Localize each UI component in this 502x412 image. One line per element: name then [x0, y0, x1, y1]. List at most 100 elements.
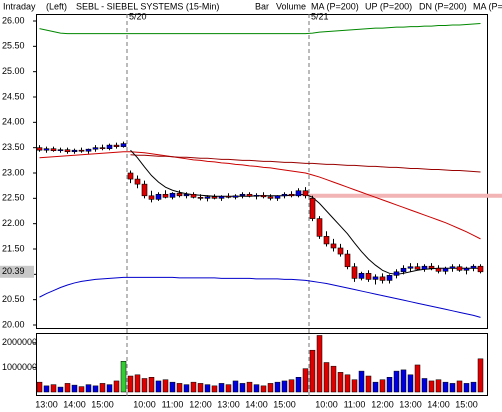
volume-bar [463, 383, 470, 393]
candle-body [141, 183, 148, 197]
legend-entry: DN (P=200) [419, 1, 467, 11]
volume-bar [449, 383, 456, 393]
volume-bar [295, 377, 302, 393]
y-tick-label: 20.00 [2, 319, 25, 329]
candle-body [155, 193, 162, 200]
volume-bar [162, 379, 169, 393]
y-tick-label: 24.00 [2, 117, 25, 127]
candle-body [372, 276, 379, 280]
legend-entry: MA (P=200) [311, 1, 359, 11]
volume-bar [78, 386, 85, 393]
candle-body [442, 267, 449, 272]
x-tick-label: 15:00 [91, 399, 114, 409]
volume-bar [316, 335, 323, 393]
volume-bar [127, 375, 134, 393]
volume-bar [71, 384, 78, 393]
volume-bar [337, 372, 344, 393]
volume-bar [260, 385, 267, 393]
y-tick-label: 25.00 [2, 66, 25, 76]
volume-bar [43, 385, 50, 393]
y-tick-label: 24.50 [2, 91, 25, 101]
legend-entry: MA (P=200) [473, 1, 502, 11]
candle-body [344, 253, 351, 268]
volume-bar [365, 375, 372, 393]
volume-bar [330, 365, 337, 393]
candle-body [197, 197, 204, 199]
volume-bar [281, 380, 288, 393]
volume-bar [414, 364, 421, 393]
volume-bar [323, 362, 330, 393]
x-tick-label: 14:00 [245, 399, 268, 409]
candle-body [134, 178, 141, 185]
candle-body [92, 147, 99, 150]
volume-bar [176, 383, 183, 393]
candle-body [288, 193, 295, 197]
candle-body [351, 266, 358, 279]
volume-bar [351, 379, 358, 393]
candle-body [414, 266, 421, 270]
candle-body [120, 143, 127, 147]
volume-bar [204, 384, 211, 393]
x-tick-label: 12:00 [371, 399, 394, 409]
candle-body [274, 195, 281, 199]
candle-body [239, 193, 246, 197]
candle-body [113, 144, 120, 147]
volume-bar [134, 374, 141, 393]
candle-body [127, 172, 134, 180]
volume-bar [274, 381, 281, 393]
volume-bar [372, 381, 379, 393]
candle-body [393, 271, 400, 276]
x-tick-label: 13:00 [217, 399, 240, 409]
candle-body [260, 194, 267, 198]
volume-bar [400, 369, 407, 393]
volume-bar [218, 383, 225, 393]
volume-bar [36, 381, 43, 393]
candle-body [267, 196, 274, 199]
candle-body [407, 266, 414, 269]
volume-bar [477, 358, 484, 393]
volume-bar [211, 385, 218, 393]
volume-bar [169, 381, 176, 393]
volume-bar [148, 377, 155, 393]
legend-entry: Volume [276, 1, 306, 11]
side-label: (Left) [46, 1, 67, 11]
day-label: 5/20 [129, 11, 147, 21]
volume-bar [232, 380, 239, 393]
indicator-line [130, 154, 481, 173]
volume-bar [309, 349, 316, 393]
volume-tick-label: 2000000 [2, 337, 37, 347]
candle-body [71, 149, 78, 153]
candle-body [379, 276, 386, 281]
volume-bar [302, 368, 309, 393]
volume-bar [253, 384, 260, 393]
y-tick-label: 23.00 [2, 167, 25, 177]
candle-body [148, 195, 155, 200]
candle-body [204, 196, 211, 199]
volume-bar [435, 379, 442, 393]
candle-body [36, 147, 43, 151]
volume-bar [50, 384, 57, 393]
volume-bar [64, 383, 71, 393]
y-tick-label: 20.50 [2, 294, 25, 304]
volume-bar [57, 386, 64, 393]
volume-bar [106, 384, 113, 393]
x-tick-label: 10:00 [315, 399, 338, 409]
price-pane [36, 14, 488, 329]
candle-body [232, 195, 239, 198]
candle-body [309, 198, 316, 219]
volume-bar [428, 380, 435, 393]
x-tick-label: 10:00 [133, 399, 156, 409]
volume-bar [358, 370, 365, 393]
candle-body [358, 273, 365, 279]
candle-body [106, 144, 113, 149]
legend-entry: UP (P=200) [365, 1, 412, 11]
volume-bar [456, 380, 463, 393]
indicator-line [39, 276, 481, 318]
x-tick-label: 12:00 [189, 399, 212, 409]
volume-bar [386, 377, 393, 393]
candle-body [435, 267, 442, 272]
mode-label: Intraday [3, 1, 36, 11]
candle-body [421, 265, 428, 270]
candle-body [281, 193, 288, 197]
candle-body [99, 147, 106, 149]
